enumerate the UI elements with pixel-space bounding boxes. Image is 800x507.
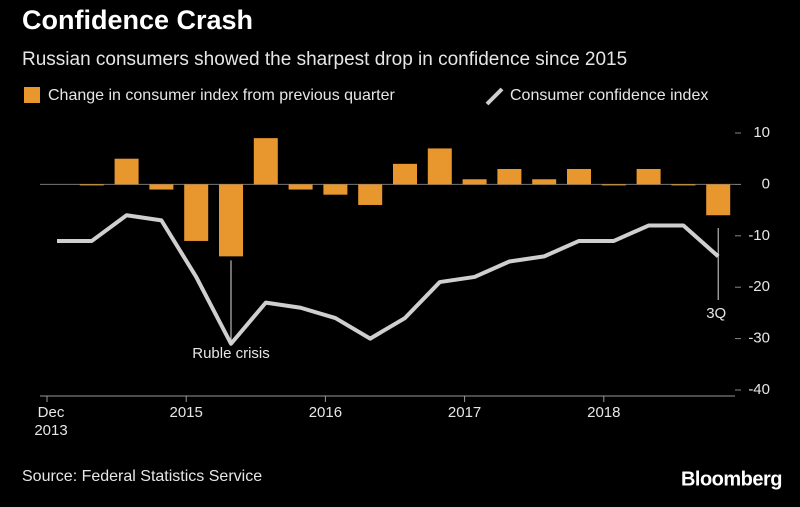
bar <box>671 184 696 186</box>
x-tick-label: Dec 2013 <box>34 404 68 439</box>
legend-label: Change in consumer index from previous q… <box>48 87 396 104</box>
bar <box>149 184 174 190</box>
y-tick-label: -40 <box>748 381 770 398</box>
bar <box>79 184 104 186</box>
bar <box>601 184 626 186</box>
x-tick-label: 2015 <box>169 404 203 421</box>
y-tick-label: -30 <box>748 330 770 347</box>
line <box>57 213 720 346</box>
x-tick-label: 2018 <box>587 404 621 421</box>
bar <box>462 179 487 185</box>
chart-title: Confidence Crash <box>22 5 253 35</box>
bar <box>636 168 661 185</box>
bar <box>706 184 731 216</box>
y-tick-label: -20 <box>748 278 770 295</box>
x-tick-label: 2017 <box>447 404 482 421</box>
chart-subtitle: Russian consumers showed the sharpest dr… <box>22 49 627 70</box>
bar <box>323 184 348 195</box>
brand: Bloomberg <box>681 468 782 490</box>
bar <box>358 184 383 205</box>
annotation: Ruble crisis <box>192 345 270 362</box>
y-tick-label: 0 <box>762 175 770 192</box>
bar <box>253 138 278 185</box>
annotation: 3Q <box>706 305 726 322</box>
bar <box>393 163 417 185</box>
bar <box>288 184 313 190</box>
bar <box>427 148 452 185</box>
bar <box>532 179 557 185</box>
bar <box>219 184 243 257</box>
x-tick-label: 2016 <box>308 404 343 421</box>
legend-label: Consumer confidence index <box>510 87 708 104</box>
source: Source: Federal Statistics Service <box>22 468 262 485</box>
legend-swatch <box>485 87 504 106</box>
bar <box>567 168 591 185</box>
bar <box>114 158 139 185</box>
y-tick-label: 10 <box>753 124 770 141</box>
legend-swatch <box>24 87 40 103</box>
bar <box>497 168 522 185</box>
y-tick-label: -10 <box>748 227 770 244</box>
bar <box>184 184 209 241</box>
